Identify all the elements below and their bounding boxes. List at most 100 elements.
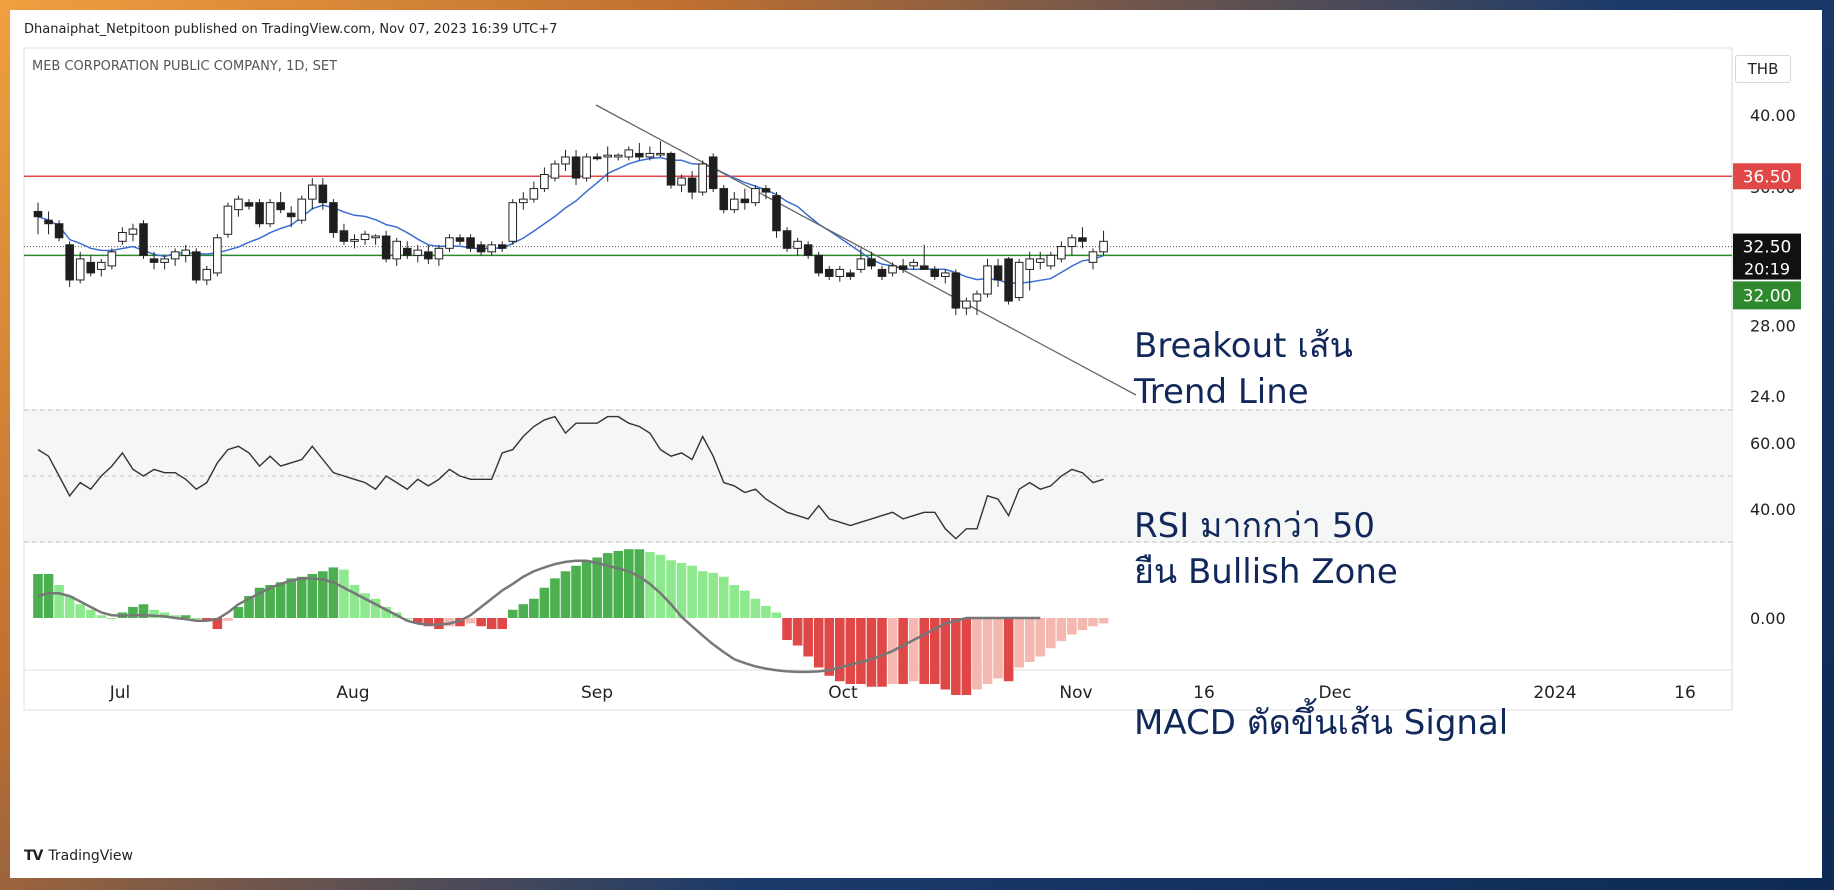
- macd-histogram-bar: [128, 607, 138, 618]
- tradingview-logo[interactable]: TV TradingView: [24, 848, 133, 864]
- candle-body: [613, 154, 623, 158]
- candle-body: [75, 258, 85, 281]
- macd-histogram-bar: [455, 618, 465, 627]
- macd-histogram-bar: [908, 618, 919, 682]
- symbol-title: MEB CORPORATION PUBLIC COMPANY, 1D, SET: [32, 59, 338, 74]
- candle-body: [1088, 251, 1098, 263]
- candle-body: [835, 268, 845, 277]
- macd-histogram-bar: [381, 607, 391, 618]
- macd-histogram-bar: [729, 585, 740, 618]
- annotation-rsi-line1: RSI มากกว่า 50: [1134, 506, 1375, 546]
- candle-body: [1099, 240, 1108, 253]
- time-tick-label: 16: [1193, 683, 1215, 703]
- candle-body: [645, 152, 655, 158]
- candle-body: [740, 198, 750, 204]
- macd-histogram-bar: [761, 605, 771, 618]
- candle-body: [276, 202, 285, 211]
- candle-body: [381, 235, 391, 260]
- candle-body: [824, 268, 834, 277]
- candle-body: [191, 251, 201, 281]
- candle-body: [877, 268, 887, 277]
- candle-body: [413, 249, 423, 256]
- candle-body: [213, 237, 222, 274]
- time-tick-label: Jul: [109, 683, 131, 703]
- candle-body: [202, 268, 212, 281]
- macd-histogram-bar: [602, 553, 613, 618]
- time-tick-label: 2024: [1533, 683, 1576, 703]
- candle-body: [297, 198, 307, 221]
- currency-button[interactable]: THB: [1735, 55, 1791, 83]
- price-tick-label: 40.00: [1750, 106, 1796, 125]
- candle-body: [160, 258, 169, 263]
- macd-histogram-bar: [96, 615, 107, 618]
- candle-body: [919, 265, 929, 270]
- annotation-macd: MACD ตัดขึ้นเส้น Signal: [1134, 703, 1509, 743]
- candle-body: [402, 247, 412, 256]
- macd-histogram-bar: [782, 618, 792, 640]
- macd-histogram-bar: [138, 604, 149, 618]
- rsi-band: [24, 410, 1732, 542]
- candle-body: [44, 219, 53, 225]
- macd-histogram-bar: [813, 618, 824, 668]
- macd-histogram-bar: [328, 567, 339, 618]
- candle-body: [128, 228, 138, 235]
- candle-body: [455, 237, 465, 242]
- candle-body: [550, 163, 560, 179]
- macd-histogram-bar: [244, 596, 254, 618]
- macd-histogram-bar: [1067, 618, 1077, 635]
- macd-histogram-bar: [940, 618, 951, 690]
- chart-frame: Dhanaiphat_Netpitoon published on Tradin…: [10, 10, 1822, 878]
- macd-histogram-bar: [191, 618, 202, 619]
- candle-body: [487, 244, 496, 253]
- macd-histogram-bar: [1014, 618, 1024, 668]
- time-tick-label: Nov: [1059, 683, 1092, 703]
- resistance-price-label-bg: [1733, 163, 1801, 190]
- candle-body: [33, 210, 43, 218]
- candle-body: [1035, 258, 1045, 263]
- macd-histogram-bar: [286, 578, 296, 618]
- macd-histogram-bar: [233, 607, 244, 618]
- candle-body: [687, 177, 697, 193]
- candle-body: [730, 198, 739, 211]
- candle-body: [1014, 261, 1024, 299]
- macd-histogram-bar: [180, 615, 191, 618]
- macd-histogram-bar: [898, 618, 908, 684]
- time-tick-label: Aug: [336, 683, 369, 703]
- candle-body: [350, 239, 359, 242]
- chart-svg[interactable]: 40.0028.0024.036.0036.5032.5020:1932.006…: [10, 10, 1822, 878]
- tv-logo-icon: TV: [24, 848, 43, 864]
- candle-body: [466, 237, 475, 249]
- candle-body: [698, 163, 707, 193]
- macd-histogram-bar: [476, 618, 486, 627]
- time-tick-label: 16: [1674, 683, 1696, 703]
- macd-histogram-bar: [676, 563, 687, 618]
- candle-body: [497, 244, 507, 249]
- candle-body: [255, 202, 264, 225]
- candle-body: [1078, 237, 1087, 242]
- macd-histogram-bar: [254, 587, 265, 618]
- macd-histogram-bar: [803, 618, 813, 657]
- macd-histogram-bar: [687, 565, 697, 618]
- macd-histogram-bar: [339, 569, 349, 618]
- candle-body: [561, 156, 570, 165]
- macd-histogram-bar: [666, 560, 676, 618]
- macd-histogram-bar: [64, 596, 75, 618]
- macd-histogram-bar: [655, 554, 666, 618]
- candle-body: [951, 272, 961, 309]
- candle-body: [118, 232, 127, 242]
- candle-body: [1025, 258, 1035, 270]
- macd-histogram-bar: [360, 593, 370, 618]
- macd-histogram-bar: [170, 615, 180, 618]
- macd-histogram-bar: [824, 618, 835, 676]
- candle-body: [1057, 246, 1066, 260]
- candle-body: [223, 205, 233, 235]
- annotation-breakout-line2: Trend Line: [1134, 372, 1309, 412]
- macd-histogram-bar: [835, 618, 845, 682]
- candle-body: [434, 247, 444, 260]
- macd-histogram-bar: [349, 585, 360, 618]
- candle-body: [329, 202, 338, 234]
- candle-body: [772, 195, 781, 232]
- time-tick-label: Dec: [1319, 683, 1352, 703]
- rsi-tick-label: 40.00: [1750, 500, 1796, 519]
- resistance-price-label: 36.50: [1743, 167, 1792, 187]
